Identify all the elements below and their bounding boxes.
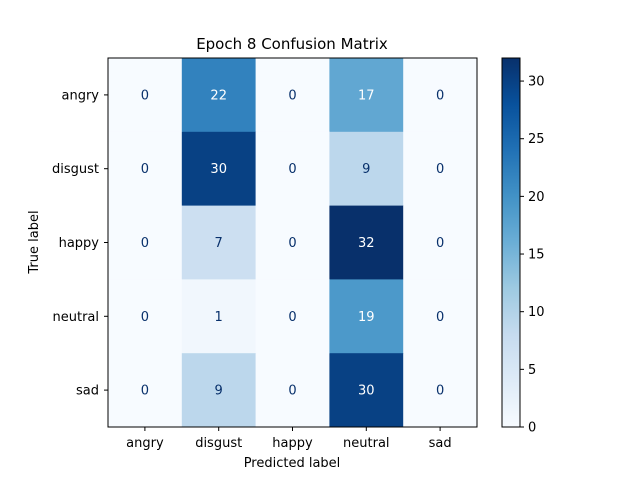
y-tick-label: sad xyxy=(76,384,99,399)
cell-value-label: 0 xyxy=(288,310,296,325)
colorbar xyxy=(501,57,521,428)
colorbar-tick-label: 20 xyxy=(528,190,545,205)
y-axis-label: True label xyxy=(27,210,42,274)
cell-value-label: 0 xyxy=(436,162,444,177)
heatmap-cell xyxy=(329,131,404,207)
cell-value-label: 0 xyxy=(141,310,149,325)
y-tick-label: neutral xyxy=(53,310,100,325)
x-tick-label: happy xyxy=(272,436,313,451)
heatmap-cell xyxy=(181,58,257,133)
x-tick-label: disgust xyxy=(195,436,242,451)
cell-value-label: 0 xyxy=(141,88,149,103)
cell-value-label: 19 xyxy=(358,310,375,325)
heatmap-cell xyxy=(108,279,183,354)
heatmap-cell xyxy=(255,205,330,280)
heatmap-cell xyxy=(108,205,183,280)
y-axis: angry disgust happy neutral sad xyxy=(52,88,108,399)
cell-value-label: 32 xyxy=(358,236,375,251)
cell-value-label: 0 xyxy=(436,310,444,325)
colorbar-tick-label: 25 xyxy=(528,132,545,147)
y-tick-label: disgust xyxy=(52,162,99,177)
cell-value-label: 0 xyxy=(288,162,296,177)
heatmap-cell xyxy=(181,279,257,354)
x-tick-label: sad xyxy=(429,436,452,451)
colorbar-tick-label: 10 xyxy=(528,305,545,320)
cell-value-label: 0 xyxy=(436,236,444,251)
heatmap-cell xyxy=(403,353,478,428)
cell-value-label: 0 xyxy=(436,384,444,399)
heatmap-cell xyxy=(181,205,257,280)
heatmap-cell xyxy=(108,131,183,207)
heatmap-cell xyxy=(329,279,404,354)
cell-value-label: 0 xyxy=(141,236,149,251)
heatmap-cell xyxy=(403,279,478,354)
x-axis: angry disgust happy neutral sad xyxy=(126,427,452,451)
cell-value-label: 9 xyxy=(362,162,370,177)
cell-value-label: 0 xyxy=(141,162,149,177)
heatmap-cell xyxy=(403,58,478,133)
x-axis-label: Predicted label xyxy=(244,456,341,471)
heatmap-cell xyxy=(403,205,478,280)
heatmap-cell xyxy=(329,205,404,280)
cell-value-label: 0 xyxy=(436,88,444,103)
colorbar-ticks: 0 5 10 15 20 25 30 xyxy=(520,75,545,436)
heatmap-cell xyxy=(255,279,330,354)
cell-value-label: 1 xyxy=(215,310,223,325)
heatmap-cell xyxy=(255,58,330,133)
heatmap-cell-labels: 0 22 0 17 0 0 30 0 9 0 0 7 0 32 0 0 1 0 19 0 0 9 0 30 0 xyxy=(141,88,444,398)
heatmap-cell xyxy=(255,131,330,207)
cell-value-label: 0 xyxy=(141,384,149,399)
heatmap-cell xyxy=(329,353,404,428)
cell-value-label: 7 xyxy=(215,236,223,251)
heatmap-cell xyxy=(255,353,330,428)
heatmap-cells xyxy=(108,58,478,428)
heatmap-cell xyxy=(181,353,257,428)
x-tick-label: neutral xyxy=(343,436,390,451)
chart-title: Epoch 8 Confusion Matrix xyxy=(196,35,388,53)
colorbar-tick-label: 5 xyxy=(528,363,536,378)
y-tick-label: angry xyxy=(62,88,100,103)
colorbar-tick-label: 30 xyxy=(528,75,545,90)
cell-value-label: 0 xyxy=(288,384,296,399)
heatmap-cell xyxy=(403,131,478,207)
heatmap-cell xyxy=(108,58,183,133)
cell-value-label: 0 xyxy=(288,236,296,251)
colorbar-tick-label: 0 xyxy=(528,421,536,436)
cell-value-label: 22 xyxy=(210,88,227,103)
heatmap-cell xyxy=(329,58,404,133)
heatmap-cell xyxy=(108,353,183,428)
cell-value-label: 9 xyxy=(215,384,223,399)
cell-value-label: 30 xyxy=(210,162,227,177)
heatmap-cell xyxy=(181,131,257,207)
colorbar-tick-label: 15 xyxy=(528,248,545,263)
x-tick-label: angry xyxy=(126,436,164,451)
cell-value-label: 17 xyxy=(358,88,375,103)
cell-value-label: 0 xyxy=(288,88,296,103)
y-tick-label: happy xyxy=(59,236,100,251)
cell-value-label: 30 xyxy=(358,384,375,399)
